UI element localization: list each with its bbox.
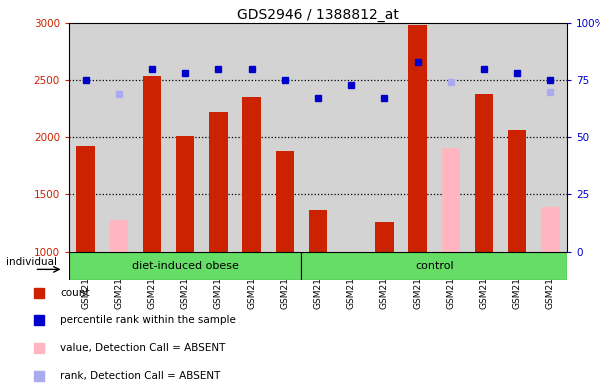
Bar xyxy=(309,210,327,252)
Bar xyxy=(275,151,294,252)
Text: percentile rank within the sample: percentile rank within the sample xyxy=(60,315,236,325)
Text: individual: individual xyxy=(5,257,56,268)
Title: GDS2946 / 1388812_at: GDS2946 / 1388812_at xyxy=(237,8,399,22)
Bar xyxy=(375,222,394,252)
Bar xyxy=(409,25,427,252)
Bar xyxy=(143,76,161,252)
Bar xyxy=(301,252,567,280)
Bar xyxy=(475,94,493,252)
Bar xyxy=(110,220,128,252)
Bar xyxy=(209,112,227,252)
Text: diet-induced obese: diet-induced obese xyxy=(132,261,239,271)
Text: value, Detection Call = ABSENT: value, Detection Call = ABSENT xyxy=(60,343,226,353)
Bar xyxy=(442,147,460,252)
Bar xyxy=(69,252,301,280)
Bar xyxy=(76,146,95,252)
Text: count: count xyxy=(60,288,89,298)
Bar xyxy=(508,131,526,252)
Bar xyxy=(541,207,560,252)
Text: rank, Detection Call = ABSENT: rank, Detection Call = ABSENT xyxy=(60,371,220,381)
Bar xyxy=(176,136,194,252)
Bar xyxy=(242,97,261,252)
Text: control: control xyxy=(415,261,454,271)
